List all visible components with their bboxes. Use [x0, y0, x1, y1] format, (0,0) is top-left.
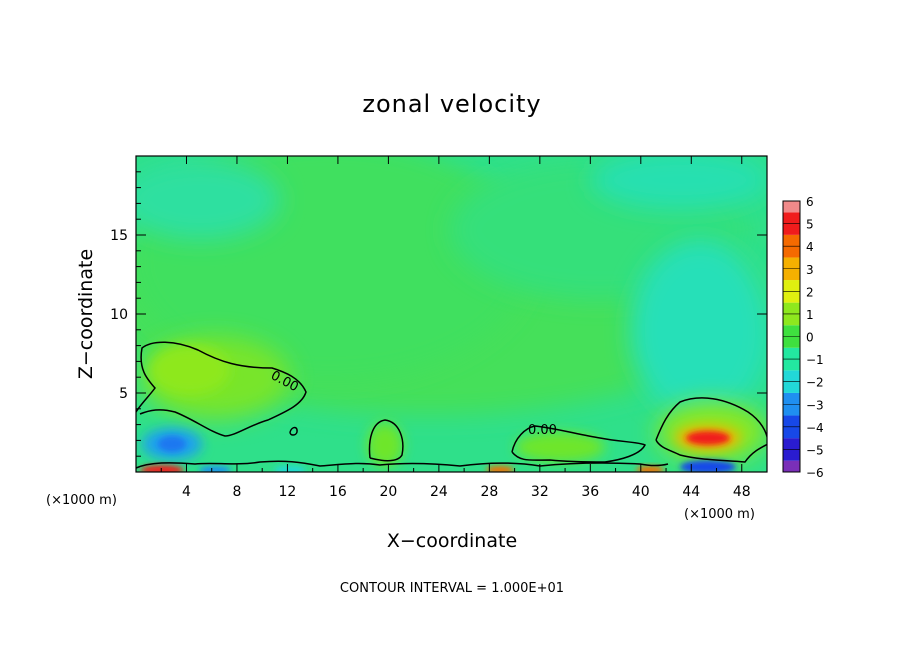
colorbar-label: 6	[806, 195, 814, 209]
x-tick-label: 28	[480, 484, 498, 500]
contour-lines	[136, 341, 767, 469]
x-unit-left: (×1000 m)	[46, 493, 117, 508]
colorbar-label: 2	[806, 285, 814, 299]
contour-zero-left	[136, 341, 307, 437]
x-tick-label: 24	[430, 484, 448, 500]
contour-zero-center	[511, 425, 646, 463]
colorbar-label: −3	[806, 398, 824, 412]
x-unit-right: (×1000 m)	[684, 507, 755, 522]
x-tick-label: 40	[632, 484, 650, 500]
colorbar-label: −5	[806, 443, 824, 457]
x-tick-label: 36	[581, 484, 599, 500]
colorbar-label: 4	[806, 240, 814, 254]
plot-area	[136, 156, 767, 472]
x-tick-label: 20	[379, 484, 397, 500]
colorbar-label: 1	[806, 308, 814, 322]
x-tick-label: 48	[733, 484, 751, 500]
colorbar-label: 3	[806, 263, 814, 277]
x-tick-label: 12	[279, 484, 297, 500]
x-axis-ticks: 4 8 12 16 20 24 28 32 36 40 44 48	[160, 156, 751, 500]
colorbar-label: −1	[806, 353, 824, 367]
colorbar-label: −6	[806, 466, 824, 480]
colorbar-label: 5	[806, 218, 814, 232]
x-tick-label: 8	[232, 484, 241, 500]
contour-zero-right	[655, 397, 767, 463]
contour-zero-small-1	[289, 426, 298, 436]
chart-title: zonal velocity	[362, 90, 541, 118]
x-tick-label: 4	[182, 484, 191, 500]
colorbar-label: −4	[806, 421, 824, 435]
colorbar-segment	[783, 201, 800, 213]
contour-zero-mid	[368, 419, 404, 462]
colorbar-label: −2	[806, 376, 824, 390]
x-tick-label: 32	[531, 484, 549, 500]
contour-interval-annotation: CONTOUR INTERVAL = 1.000E+01	[340, 581, 564, 596]
field-blobs	[136, 156, 767, 472]
x-tick-label: 16	[329, 484, 347, 500]
x-tick-label: 44	[682, 484, 700, 500]
contour-zero-bottom	[136, 460, 669, 469]
x-axis-label: X−coordinate	[387, 530, 517, 552]
colorbar: 6 5 4 3 2 1 0 −1 −2 −3 −4 −5 −6	[782, 195, 824, 480]
y-tick-label: 15	[110, 228, 128, 244]
colorbar-segment	[783, 460, 800, 472]
y-axis-label: Z−coordinate	[75, 249, 97, 379]
contour-label-center: 0.00	[528, 423, 557, 438]
colorbar-label: 0	[806, 331, 814, 345]
y-tick-label: 5	[119, 386, 128, 402]
y-tick-label: 10	[110, 307, 128, 323]
y-axis-ticks: 5 10 15	[110, 171, 767, 457]
